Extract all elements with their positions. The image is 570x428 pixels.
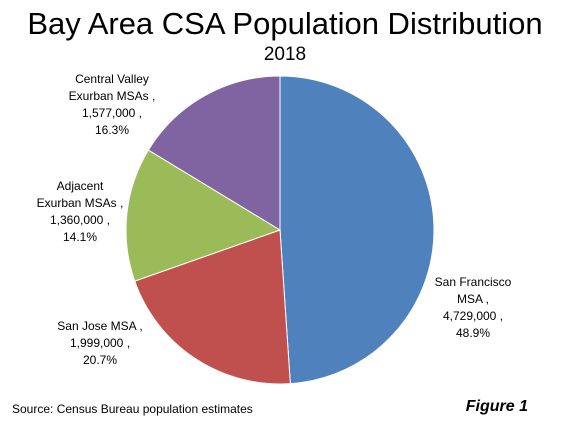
slice-adjacent-exurban	[125, 149, 282, 282]
source-note: Source: Census Bureau population estimat…	[12, 402, 253, 416]
slice-san-jose	[134, 229, 291, 385]
chart-subtitle: 2018	[263, 44, 307, 65]
slice-adjacent-exurban-label: Adjacent Exurban MSAs , 1,360,000 , 14.1%	[37, 179, 124, 244]
chart-title: Bay Area CSA Population Distribution	[27, 6, 543, 41]
slice-central-valley-label: Central Valley Exurban MSAs , 1,577,000 ,1…	[69, 72, 156, 137]
slice-central-valley	[147, 75, 281, 231]
figure-label: Figure 1	[465, 398, 528, 415]
slice-san-jose-label: San Jose MSA , 1,999,000 , 20.7%	[57, 319, 142, 367]
slice-san-francisco	[279, 75, 435, 385]
slice-san-francisco-label: San Francisco MSA , 4,729,000 , 48.9%	[435, 275, 512, 340]
